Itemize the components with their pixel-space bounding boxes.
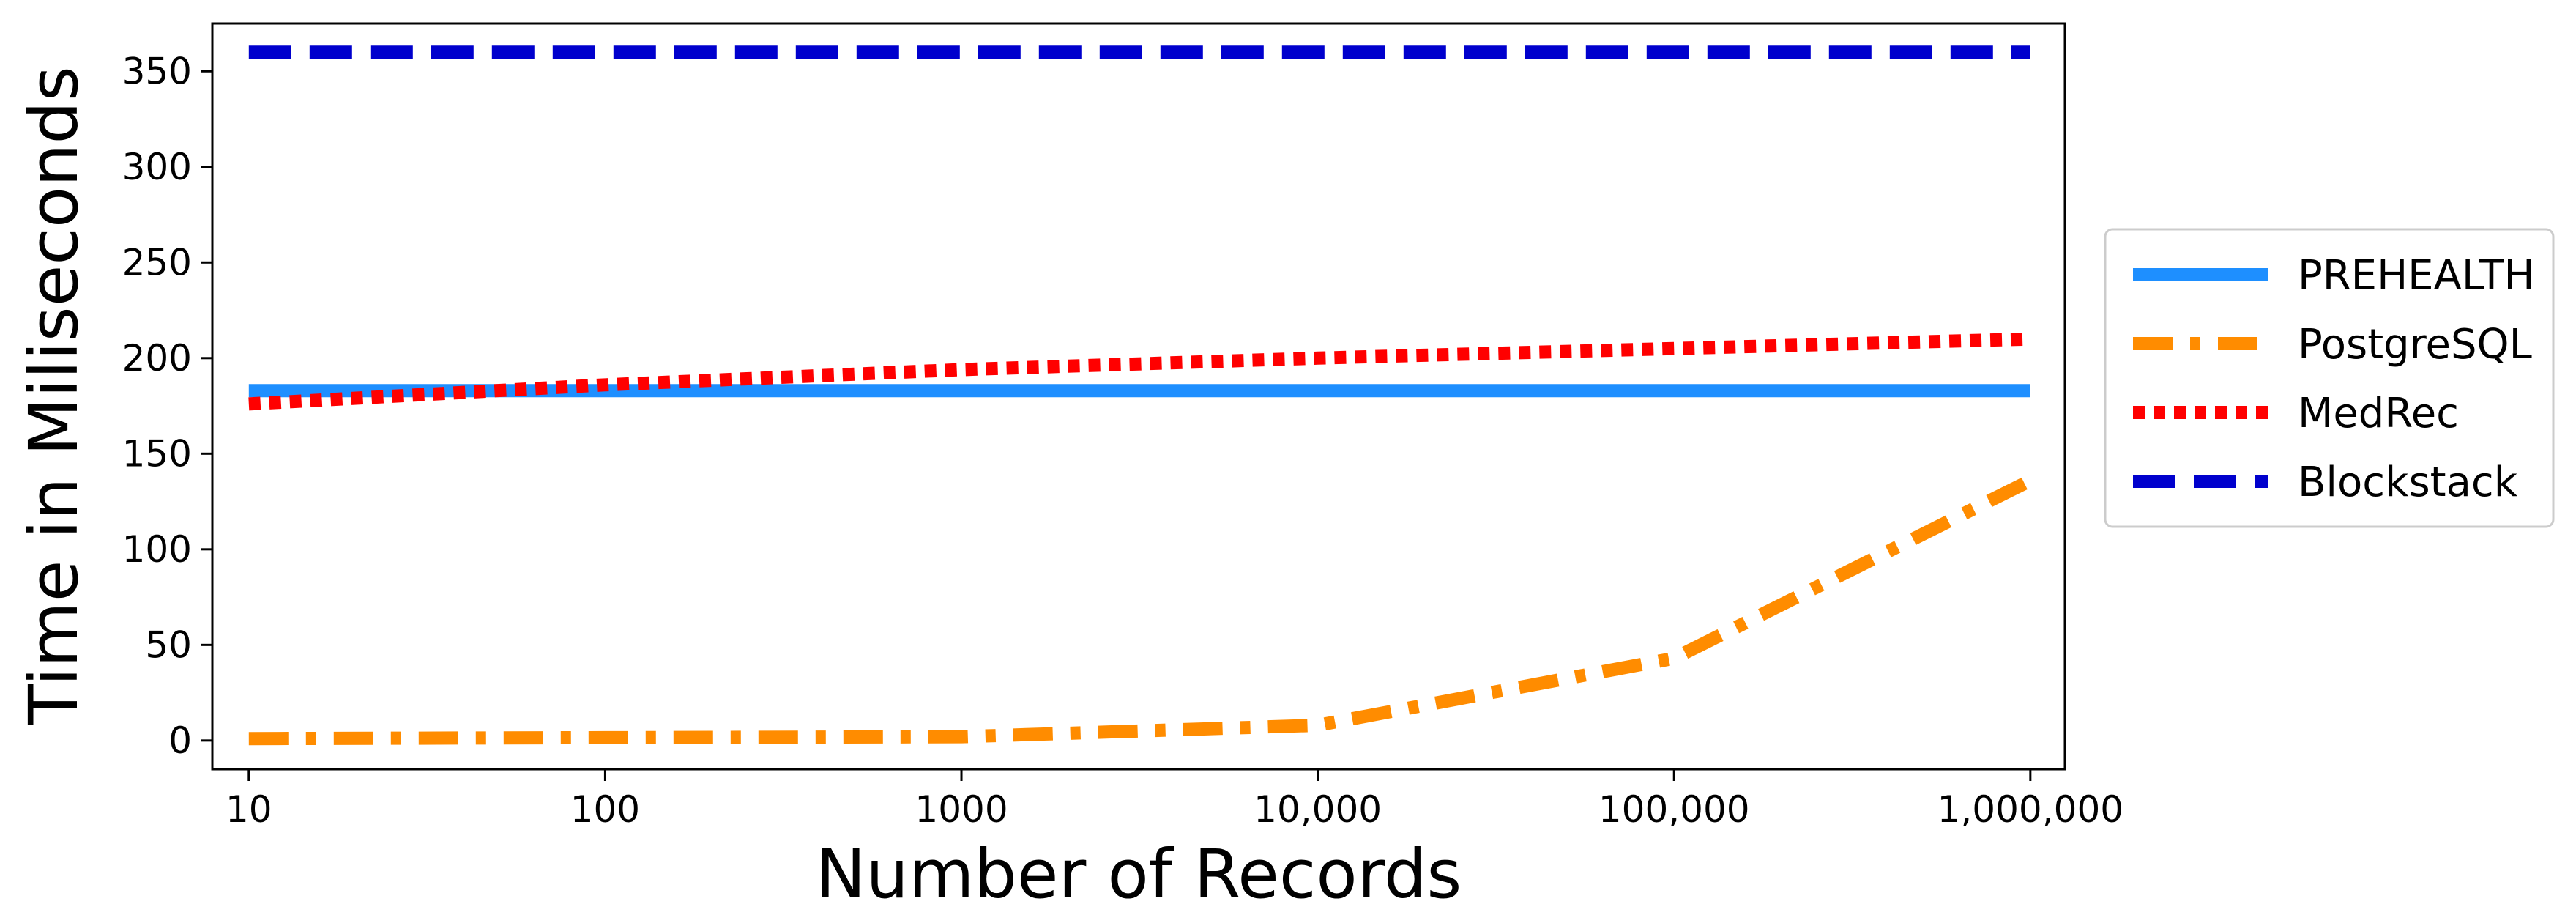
legend-label-blockstack: Blockstack — [2298, 459, 2518, 506]
legend-label-postgresql: PostgreSQL — [2298, 321, 2532, 368]
data-point-blockstack — [961, 51, 962, 53]
data-point-postgresql — [1317, 725, 1319, 726]
legend-label-prehealth: PREHEALTH — [2298, 252, 2535, 300]
y-tick-label: 200 — [122, 337, 192, 379]
y-tick-label: 300 — [122, 146, 192, 188]
x-axis: 10 100 1000 10,000 100,000 1,000,000 — [226, 769, 2123, 831]
y-tick-label: 0 — [168, 719, 192, 762]
x-axis-title: Number of Records — [816, 835, 1462, 914]
data-point-postgresql — [2030, 480, 2031, 481]
x-tick-label: 1,000,000 — [1937, 788, 2123, 831]
series-line-medrec — [248, 332, 2031, 411]
series-layer — [248, 45, 2033, 746]
y-tick-label: 50 — [145, 623, 192, 666]
y-tick-label: 250 — [122, 241, 192, 284]
x-tick-label: 100,000 — [1598, 788, 1750, 831]
series-line-postgresql — [248, 474, 2033, 746]
y-tick-label: 150 — [122, 432, 192, 475]
x-tick-label: 1000 — [915, 788, 1008, 831]
data-point-medrec — [961, 368, 962, 370]
legend-label-medrec: MedRec — [2298, 390, 2459, 437]
y-axis: 0 50 100 150 200 250 300 350 — [122, 50, 212, 762]
y-tick-label: 100 — [122, 528, 192, 571]
y-tick-label: 350 — [122, 50, 192, 92]
x-tick-label: 10,000 — [1254, 788, 1382, 831]
data-point-postgresql — [1673, 658, 1675, 659]
legend-frame — [2104, 228, 2555, 528]
y-axis-title: Time in Miliseconds — [15, 66, 93, 726]
legend: PREHEALTH PostgreSQL MedRec Blockstack — [2104, 228, 2555, 528]
plot-frame — [211, 22, 2066, 771]
data-point-medrec — [2030, 338, 2031, 340]
x-tick-label: 10 — [226, 788, 272, 831]
x-tick-label: 100 — [570, 788, 640, 831]
data-point-blockstack — [604, 51, 606, 53]
